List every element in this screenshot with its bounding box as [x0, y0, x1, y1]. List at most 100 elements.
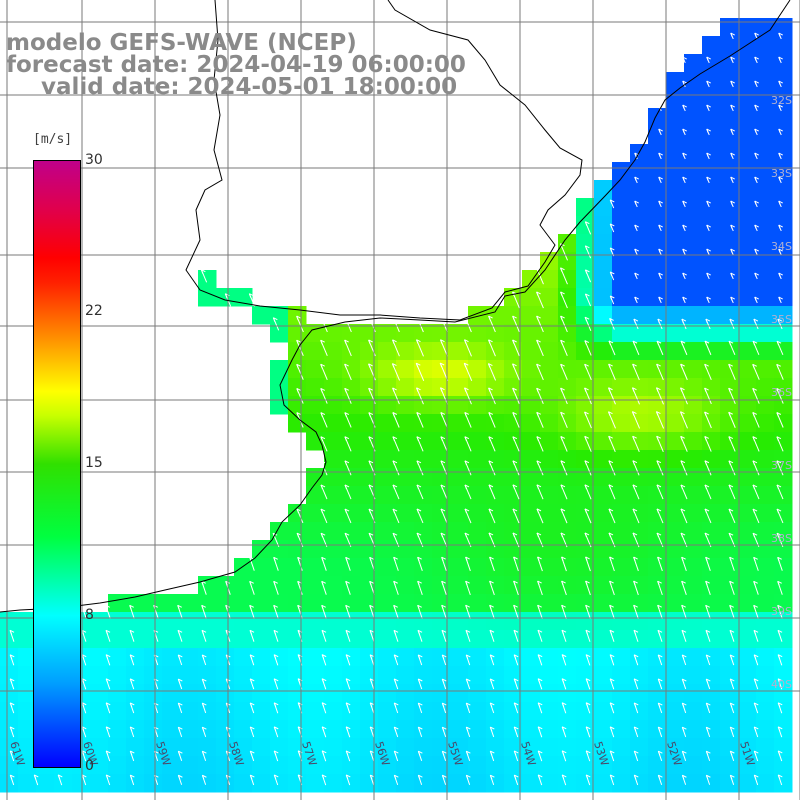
wind-speed-cell — [468, 342, 487, 361]
wind-speed-cell — [720, 108, 739, 127]
wind-speed-cell — [18, 738, 37, 757]
wind-speed-cell — [342, 378, 361, 397]
wind-speed-cell — [702, 126, 721, 145]
wind-speed-cell — [342, 720, 361, 739]
wind-speed-cell — [576, 234, 595, 253]
wind-speed-cell — [522, 396, 541, 415]
wind-speed-cell — [360, 558, 379, 577]
wind-speed-cell — [432, 684, 451, 703]
wind-speed-cell — [630, 414, 649, 433]
wind-speed-cell — [270, 378, 289, 397]
wind-speed-cell — [396, 702, 415, 721]
wind-speed-cell — [378, 504, 397, 523]
wind-arrow — [320, 508, 328, 524]
wind-speed-cell — [324, 756, 343, 775]
wind-speed-cell — [594, 738, 613, 757]
wind-speed-cell — [540, 684, 559, 703]
wind-speed-cell — [612, 522, 631, 541]
wind-arrow — [728, 387, 736, 405]
wind-speed-cell — [684, 630, 703, 649]
wind-arrow — [513, 702, 519, 714]
wind-speed-cell — [684, 216, 703, 235]
wind-speed-cell — [396, 378, 415, 397]
wind-speed-cell — [738, 774, 757, 793]
wind-speed-cell — [648, 648, 667, 667]
wind-speed-cell — [414, 432, 433, 451]
wind-arrow — [441, 774, 447, 785]
wind-speed-cell — [360, 504, 379, 523]
wind-arrow — [658, 176, 663, 184]
wind-speed-cell — [630, 198, 649, 217]
wind-speed-cell — [648, 144, 667, 163]
wind-speed-cell — [576, 738, 595, 757]
wind-speed-cell — [756, 162, 775, 181]
wind-arrow — [704, 340, 712, 356]
wind-arrow — [633, 726, 639, 738]
wind-arrow — [321, 580, 327, 595]
wind-arrow — [465, 654, 471, 666]
wind-arrow — [609, 774, 615, 786]
wind-arrow — [249, 702, 255, 714]
wind-arrow — [658, 152, 663, 160]
wind-speed-cell — [540, 432, 559, 451]
wind-arrow — [536, 460, 544, 476]
wind-speed-cell — [774, 144, 793, 163]
wind-speed-cell — [432, 396, 451, 415]
wind-speed-cell — [216, 630, 235, 649]
wind-speed-cell — [360, 522, 379, 541]
wind-arrow — [512, 339, 520, 357]
wind-arrow — [778, 80, 783, 88]
wind-speed-cell — [594, 432, 613, 451]
wind-speed-cell — [396, 558, 415, 577]
wind-arrow — [201, 750, 207, 761]
wind-arrow — [465, 629, 471, 642]
wind-arrow — [633, 750, 639, 762]
wind-arrow — [609, 295, 615, 305]
wind-speed-cell — [414, 594, 433, 613]
wind-speed-cell — [774, 702, 793, 721]
wind-speed-cell — [684, 576, 703, 595]
wind-speed-cell — [270, 594, 289, 613]
wind-arrow — [9, 750, 15, 762]
wind-speed-cell — [648, 468, 667, 487]
wind-speed-cell — [468, 738, 487, 757]
wind-speed-cell — [612, 360, 631, 379]
wind-speed-cell — [540, 342, 559, 361]
wind-speed-cell — [666, 378, 685, 397]
wind-arrow — [609, 629, 615, 642]
wind-speed-cell — [756, 270, 775, 289]
wind-arrow — [416, 484, 424, 500]
wind-speed-cell — [0, 630, 19, 649]
wind-arrow — [417, 580, 423, 595]
wind-speed-cell — [738, 666, 757, 685]
wind-speed-cell — [324, 612, 343, 631]
wind-speed-cell — [252, 720, 271, 739]
wind-arrow — [754, 224, 759, 232]
wind-speed-cell — [486, 612, 505, 631]
wind-arrow — [536, 508, 544, 524]
wind-arrow — [656, 363, 664, 381]
wind-speed-cell — [720, 324, 739, 343]
wind-speed-cell — [720, 468, 739, 487]
wind-arrow — [681, 629, 687, 642]
wind-speed-cell — [558, 468, 577, 487]
wind-speed-cell — [558, 666, 577, 685]
wind-arrow — [440, 436, 448, 452]
wind-arrow — [536, 339, 544, 357]
wind-speed-cell — [630, 324, 649, 343]
colorbar-tick: 30 — [85, 152, 103, 168]
wind-speed-cell — [738, 72, 757, 91]
wind-arrow — [249, 604, 255, 619]
wind-speed-cell — [432, 666, 451, 685]
wind-speed-cell — [576, 648, 595, 667]
wind-arrow — [657, 556, 663, 572]
wind-speed-cell — [576, 522, 595, 541]
wind-speed-cell — [252, 558, 271, 577]
wind-speed-cell — [630, 288, 649, 307]
wind-arrow — [105, 726, 111, 738]
wind-speed-cell — [216, 666, 235, 685]
wind-speed-cell — [108, 594, 127, 613]
wind-speed-cell — [756, 126, 775, 145]
wind-arrow — [753, 750, 759, 762]
wind-speed-cell — [216, 576, 235, 595]
